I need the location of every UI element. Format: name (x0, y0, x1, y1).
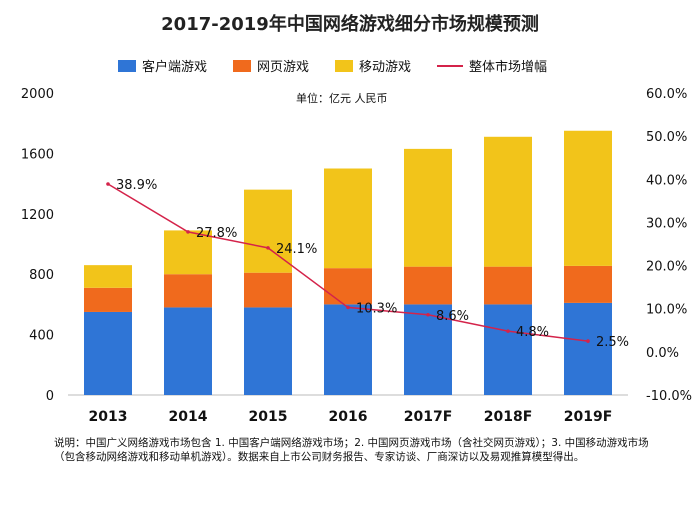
y-right-tick-label: 30.0% (646, 216, 687, 231)
y-right-tick-label: 60.0% (646, 87, 687, 102)
bar-segment-client (404, 304, 452, 395)
y-right-tick-label: 50.0% (646, 130, 687, 145)
legend-label-mobile: 移动游戏 (359, 60, 412, 75)
legend-label-web: 网页游戏 (257, 60, 310, 75)
bar-segment-client (564, 302, 612, 395)
growth-point (346, 305, 350, 310)
y-right-tick-label: 0.0% (646, 346, 679, 361)
y-left-tick-label: 1600 (21, 147, 54, 162)
legend-swatch-web (233, 59, 252, 72)
y-right-tick-label: 20.0% (646, 260, 687, 275)
growth-point (586, 339, 590, 343)
bar-segment-web (164, 274, 212, 308)
legend-label-client: 客户端游戏 (142, 60, 208, 75)
x-tick-label: 2015 (249, 409, 288, 425)
bar-segment-mobile (244, 189, 292, 273)
y-left-tick-label: 800 (29, 268, 54, 283)
growth-point (186, 230, 190, 234)
legend-swatch-growth (437, 64, 464, 67)
bar-segment-mobile (164, 230, 212, 275)
footnote: 说明：中国广义网络游戏市场包含 1. 中国客户端网络游戏市场；2. 中国网页游戏… (54, 437, 649, 463)
bar-segment-mobile (84, 265, 132, 288)
bar-segment-client (244, 307, 292, 395)
growth-point (506, 329, 510, 333)
y-right-tick-label: 40.0% (646, 173, 687, 188)
legend-item-web: 网页游戏 (233, 56, 309, 75)
bar-segment-client (84, 311, 132, 395)
bar-segment-web (484, 266, 532, 305)
bar-segment-client (164, 307, 212, 395)
legend-swatch-client (118, 59, 136, 72)
bar-segment-web (324, 268, 372, 305)
y-left-tick-label: 2000 (21, 87, 54, 102)
x-tick-label: 2014 (169, 409, 208, 425)
growth-point (266, 246, 270, 250)
y-right-tick-label: 10.0% (646, 303, 687, 318)
y-left-tick-label: 0 (46, 389, 54, 404)
bar-segment-client (484, 304, 532, 395)
growth-data-label: 10.3% (356, 301, 397, 316)
growth-data-label: 2.5% (596, 335, 629, 350)
bar-segment-mobile (484, 136, 532, 267)
growth-point (426, 312, 430, 317)
y-left-tick-label: 400 (29, 329, 54, 344)
growth-data-label: 8.6% (436, 309, 469, 324)
bar-segment-web (244, 272, 292, 308)
bar-segment-mobile (404, 148, 452, 267)
growth-data-label: 24.1% (276, 242, 317, 257)
legend-item-growth: 整体市场增幅 (437, 56, 547, 75)
chart-title: 2017-2019年中国网络游戏细分市场规模预测 (161, 14, 539, 35)
x-tick-label: 2019F (564, 409, 613, 425)
growth-point (106, 182, 110, 186)
unit-label: 单位：亿元 人民币 (296, 92, 388, 105)
y-right-tick-label: -10.0% (646, 389, 692, 404)
bar-segment-client (324, 304, 372, 395)
y-left-tick-label: 1200 (21, 208, 54, 223)
bar-segment-mobile (324, 168, 372, 269)
legend-item-mobile: 移动游戏 (335, 56, 411, 75)
growth-data-label: 38.9% (116, 178, 157, 193)
bar-segment-web (84, 287, 132, 312)
growth-data-label: 4.8% (516, 325, 549, 340)
x-tick-label: 2013 (89, 409, 128, 425)
x-tick-label: 2016 (329, 409, 368, 425)
bar-segment-web (404, 266, 452, 305)
bar-segment-web (564, 265, 612, 303)
legend-item-client: 客户端游戏 (118, 56, 207, 75)
legend-label-growth: 整体市场增幅 (469, 60, 548, 75)
growth-data-label: 27.8% (196, 226, 237, 241)
x-tick-label: 2018F (484, 409, 533, 425)
x-tick-label: 2017F (404, 409, 453, 425)
bar-segment-mobile (564, 130, 612, 266)
legend: 客户端游戏 网页游戏 移动游戏 整体市场增幅 (118, 56, 618, 75)
legend-swatch-mobile (335, 59, 354, 72)
